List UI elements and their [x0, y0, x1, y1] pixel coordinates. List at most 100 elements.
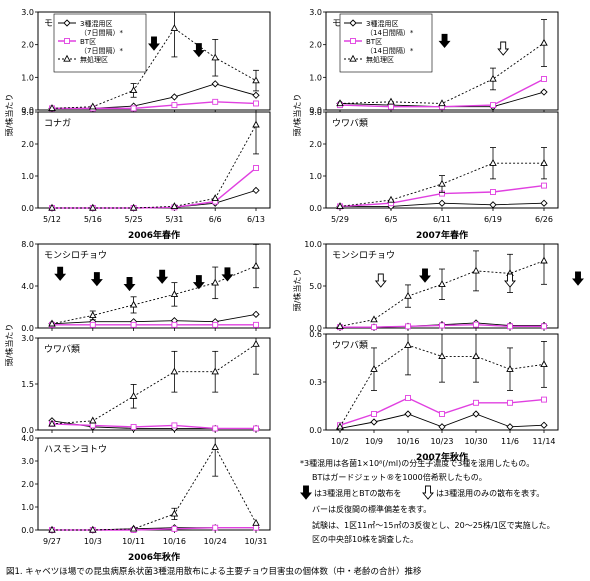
y-axis-label: 頭/株当たり	[292, 269, 302, 312]
x-tick-label: 5/25	[125, 215, 143, 224]
spray-arrow-filled	[419, 268, 431, 283]
legend-marker	[349, 54, 357, 62]
data-point-1	[388, 103, 394, 110]
x-tick-label: 10/24	[204, 537, 227, 546]
data-point-1	[473, 399, 479, 406]
y-tick-label: 3.0	[21, 457, 34, 466]
legend-label: 3種混用区	[366, 19, 398, 28]
data-point-2	[438, 99, 446, 107]
note-arrow-open	[422, 485, 434, 500]
spray-arrow-open	[504, 273, 516, 288]
data-point-2	[252, 339, 260, 347]
y-tick-label: 3.0	[309, 108, 322, 117]
spray-arrow-filled	[123, 276, 136, 292]
data-point-1	[439, 411, 445, 417]
data-point-2	[472, 352, 480, 360]
x-tick-label: 9/27	[43, 537, 61, 546]
data-point-1	[253, 425, 259, 432]
spray-arrow-filled-shape	[572, 271, 584, 286]
spray-arrow-filled	[192, 275, 205, 290]
data-point-1	[541, 323, 547, 330]
x-tick-label: 10/16	[163, 537, 186, 546]
data-point-2	[404, 340, 412, 348]
y-tick-label: 0.0	[309, 204, 322, 213]
data-point-1	[439, 322, 445, 329]
y-tick-label: 0.3	[309, 378, 322, 387]
data-point-2	[506, 364, 514, 372]
series-line-2	[52, 446, 257, 531]
x-tick-label: 5/16	[84, 215, 102, 224]
data-point-1	[130, 105, 137, 112]
x-tick-label: 5/29	[331, 215, 349, 224]
legend-sublabel: （7日間隔）*	[80, 46, 123, 55]
x-tick-label: 11/6	[501, 437, 519, 446]
x-tick-label: 6/6	[209, 215, 222, 224]
data-point-2	[438, 280, 446, 287]
data-point-2	[336, 422, 344, 430]
data-point-1	[541, 182, 547, 189]
data-point-1	[541, 396, 547, 403]
y-tick-label: 1.0	[309, 172, 322, 181]
data-point-2	[89, 311, 97, 319]
x-tick-label: 6/19	[484, 215, 502, 224]
season-label: 2006年秋作	[128, 551, 180, 563]
y-tick-label: 0.0	[309, 324, 322, 333]
data-point-0	[506, 423, 514, 431]
x-tick-label: 10/23	[430, 437, 453, 446]
y-tick-label: 3.0	[309, 8, 322, 17]
y-tick-label: 8.0	[21, 240, 34, 249]
data-point-2	[211, 367, 219, 375]
data-point-2	[48, 419, 56, 427]
legend-marker	[63, 19, 71, 27]
data-point-2	[540, 360, 548, 368]
data-point-0	[252, 310, 260, 318]
data-point-2	[89, 203, 97, 211]
note-line: は3種混用のみの散布を表す。	[436, 488, 544, 498]
data-point-1	[171, 321, 178, 328]
legend-marker	[63, 54, 71, 62]
legend-sublabel: （7日間隔）*	[80, 28, 123, 37]
y-tick-label: 0.0	[21, 204, 34, 213]
data-point-2	[48, 203, 56, 211]
data-point-2	[48, 104, 56, 112]
panel-label: コナガ	[44, 118, 71, 129]
data-point-2	[252, 120, 260, 128]
y-tick-label: 0.0	[21, 106, 34, 115]
data-point-2	[89, 102, 97, 110]
note-line: *3種混用は各菌1×10⁸(/ml)の分生子濃度で3種を混用したもの。	[300, 458, 534, 468]
y-tick-label: 0.0	[309, 426, 322, 435]
data-point-2	[540, 256, 548, 264]
x-tick-label: 6/26	[535, 215, 553, 224]
y-tick-label: 0.0	[21, 526, 34, 535]
data-point-2	[211, 53, 219, 61]
x-tick-label: 6/11	[433, 215, 451, 224]
data-point-1	[371, 411, 377, 417]
data-point-2	[336, 322, 344, 329]
spray-arrow-open-shape	[374, 273, 387, 288]
data-point-0	[370, 418, 378, 426]
y-tick-label: 3.0	[21, 334, 34, 343]
data-point-0	[170, 93, 179, 101]
season-label: 2006年春作	[128, 229, 180, 241]
data-point-2	[370, 315, 378, 323]
spray-arrow-filled-shape	[192, 275, 205, 290]
data-point-1	[253, 524, 259, 531]
series-line-0	[51, 313, 257, 325]
note-line: 区の中央部10株を調査した。	[312, 534, 418, 544]
y-tick-label: 10.0	[304, 240, 322, 249]
y-tick-label: 1.5	[21, 380, 34, 389]
legend-label: BT区	[366, 38, 382, 46]
x-tick-label: 6/13	[247, 215, 265, 224]
data-point-1	[473, 321, 479, 328]
data-point-1	[130, 423, 137, 430]
data-point-1	[405, 323, 411, 330]
data-point-2	[336, 99, 344, 107]
data-point-2	[170, 290, 179, 298]
data-point-2	[387, 97, 395, 105]
note-line: 試験は、1区11㎡～15㎡の3反復とし、20～25株/1区で実施した。	[312, 520, 555, 530]
data-point-1	[507, 399, 513, 406]
panel-label: ウワバ類	[332, 118, 368, 129]
series-line-2	[51, 27, 257, 109]
data-point-1	[490, 189, 496, 195]
